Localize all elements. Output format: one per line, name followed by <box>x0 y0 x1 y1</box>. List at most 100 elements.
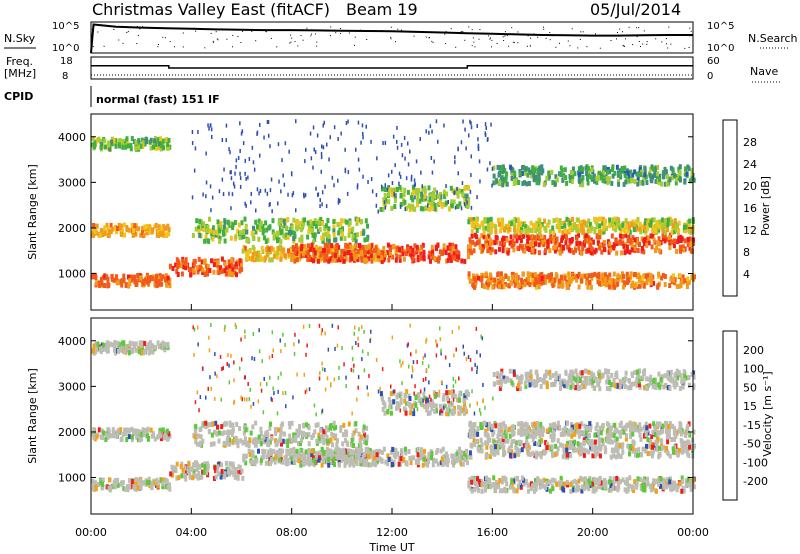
nsearch-point <box>103 45 105 47</box>
heatmap-cell <box>606 180 610 186</box>
heatmap-cell <box>322 455 325 461</box>
heatmap-cell <box>624 242 628 248</box>
heatmap-cell <box>116 226 119 231</box>
heatmap-cell <box>526 226 530 231</box>
heatmap-cell <box>241 229 245 235</box>
heatmap-cell <box>244 460 248 466</box>
heatmap-cell <box>402 256 406 262</box>
heatmap-cell <box>213 465 217 471</box>
heatmap-cell <box>431 462 435 468</box>
heatmap-cell <box>564 175 568 181</box>
heatmap-cell <box>595 176 599 182</box>
heatmap-cell <box>656 164 660 170</box>
heatmap-cell <box>194 439 198 445</box>
scatter-cell <box>314 150 317 155</box>
heatmap-cell <box>329 249 333 254</box>
heatmap-cell <box>124 486 127 492</box>
nave-tick-high: 60 <box>707 56 720 67</box>
heatmap-cell <box>257 434 261 440</box>
heatmap-cell <box>450 199 454 205</box>
heatmap-cell <box>238 258 242 264</box>
heatmap-cell <box>593 229 597 235</box>
heatmap-cell <box>646 226 649 232</box>
heatmap-cell <box>401 251 405 257</box>
scatter-cell <box>278 179 280 184</box>
heatmap-cell <box>165 428 169 434</box>
scatter-cell <box>221 138 224 142</box>
nsearch-point <box>623 46 625 47</box>
heatmap-cell <box>433 187 437 193</box>
nsearch-point <box>625 38 626 40</box>
heatmap-cell <box>130 277 134 283</box>
heatmap-cell <box>610 284 614 290</box>
heatmap-cell <box>335 248 339 254</box>
heatmap-cell <box>139 485 143 491</box>
heatmap-cell <box>170 464 174 470</box>
heatmap-cell <box>322 450 326 456</box>
heatmap-cell <box>238 465 242 471</box>
heatmap-cell <box>675 248 678 254</box>
scatter-cell <box>237 156 240 160</box>
heatmap-cell <box>619 228 623 234</box>
heatmap-cell <box>336 222 340 227</box>
heatmap-cell <box>647 240 651 246</box>
nsearch-point <box>632 44 634 46</box>
scatter-cell <box>491 166 494 171</box>
heatmap-cell <box>509 280 513 286</box>
heatmap-cell <box>229 221 233 227</box>
heatmap-cell <box>304 459 308 465</box>
heatmap-cell <box>430 406 434 412</box>
heatmap-cell <box>580 223 584 229</box>
heatmap-cell <box>290 230 294 236</box>
heatmap-cell <box>96 341 100 347</box>
nsky-tick-high: 10^5 <box>52 21 79 32</box>
heatmap-cell <box>139 143 143 149</box>
heatmap-cell <box>369 462 373 468</box>
heatmap-cell <box>160 436 163 442</box>
heatmap-cell <box>517 180 521 185</box>
heatmap-cell <box>168 277 172 283</box>
heatmap-cell <box>481 243 485 249</box>
heatmap-cell <box>522 233 526 239</box>
heatmap-cell <box>551 453 555 459</box>
heatmap-cell <box>661 217 664 223</box>
heatmap-cell <box>319 257 322 263</box>
heatmap-cell <box>185 470 189 476</box>
heatmap-cell <box>431 205 435 211</box>
scatter-cell <box>460 140 463 145</box>
heatmap-cell <box>467 219 471 225</box>
heatmap-cell <box>299 456 303 461</box>
heatmap-cell <box>420 196 424 202</box>
heatmap-cell <box>206 224 210 230</box>
heatmap-cell <box>583 238 587 244</box>
heatmap-cell <box>657 227 661 233</box>
heatmap-cell <box>206 271 210 277</box>
heatmap-cell <box>122 222 126 228</box>
heatmap-cell <box>362 439 366 445</box>
heatmap-cell <box>265 441 269 447</box>
scatter-cell <box>205 180 208 185</box>
heatmap-cell <box>148 229 151 234</box>
heatmap-cell <box>512 181 516 186</box>
nsearch-point <box>328 30 330 32</box>
heatmap-cell <box>657 271 661 277</box>
heatmap-cell <box>590 275 594 281</box>
heatmap-cell <box>251 453 255 459</box>
heatmap-cell <box>385 250 389 256</box>
heatmap-cell <box>437 193 441 199</box>
heatmap-cell <box>669 276 673 282</box>
heatmap-cell <box>585 277 589 283</box>
heatmap-cell <box>113 433 117 439</box>
heatmap-cell <box>639 229 643 235</box>
heatmap-cell <box>534 175 538 180</box>
heatmap-cell <box>107 282 111 288</box>
heatmap-cell <box>545 175 549 181</box>
nsearch-point <box>232 34 234 36</box>
heatmap-cell <box>496 217 500 223</box>
heatmap-cell <box>523 166 527 172</box>
heatmap-cell <box>274 454 278 460</box>
heatmap-cell <box>382 446 386 452</box>
heatmap-cell <box>273 427 277 432</box>
nsearch-point <box>344 30 346 32</box>
scatter-cell <box>239 171 241 176</box>
